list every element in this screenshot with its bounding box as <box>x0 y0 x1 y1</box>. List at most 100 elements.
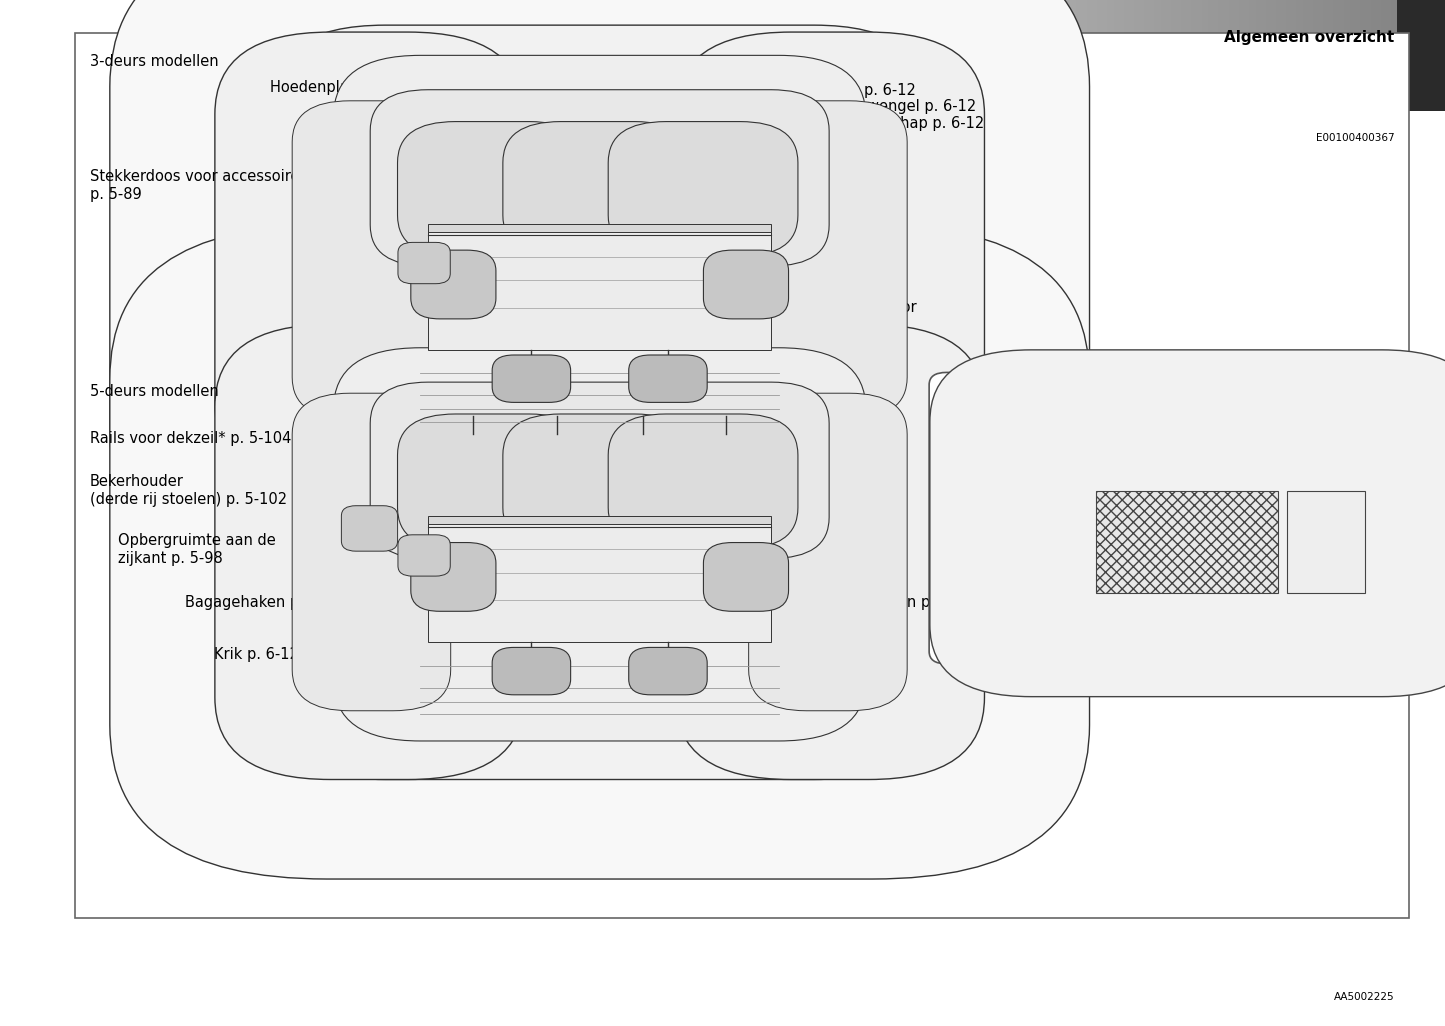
Bar <box>1405 0 1409 90</box>
FancyBboxPatch shape <box>341 506 397 551</box>
Bar <box>991 0 997 90</box>
Bar <box>941 0 946 90</box>
Bar <box>1347 0 1351 90</box>
Bar <box>448 0 452 90</box>
Bar <box>1195 0 1199 90</box>
Bar <box>779 0 783 90</box>
Bar <box>633 0 639 90</box>
FancyBboxPatch shape <box>749 101 907 419</box>
Bar <box>1238 0 1244 90</box>
FancyBboxPatch shape <box>370 382 829 558</box>
Bar <box>1319 0 1325 90</box>
Text: Hoedenplank* p. 5-104: Hoedenplank* p. 5-104 <box>270 80 441 94</box>
Text: Stekkerdoos voor accessoires: Stekkerdoos voor accessoires <box>90 169 306 184</box>
Bar <box>1309 0 1315 90</box>
FancyBboxPatch shape <box>704 250 789 319</box>
Bar <box>827 0 831 90</box>
Bar <box>857 0 861 90</box>
Bar <box>1293 0 1298 90</box>
Bar <box>529 0 533 90</box>
Bar <box>556 0 561 90</box>
Bar <box>650 0 655 90</box>
Bar <box>685 0 689 90</box>
Bar <box>600 0 604 90</box>
FancyBboxPatch shape <box>370 89 829 266</box>
Bar <box>1374 0 1379 90</box>
Bar <box>731 0 737 90</box>
Bar <box>1110 0 1116 90</box>
Bar <box>1269 0 1274 90</box>
Bar <box>474 0 480 90</box>
Text: AA5002225: AA5002225 <box>1334 992 1394 1002</box>
Bar <box>603 0 608 90</box>
FancyBboxPatch shape <box>75 33 1409 918</box>
Bar <box>907 0 912 90</box>
FancyBboxPatch shape <box>929 372 1412 664</box>
FancyBboxPatch shape <box>334 55 866 448</box>
Bar <box>428 516 772 527</box>
Bar <box>1107 0 1111 90</box>
Bar <box>559 0 564 90</box>
Text: Rails voor dekzeil* p. 5-104: Rails voor dekzeil* p. 5-104 <box>90 431 290 445</box>
Bar <box>1095 491 1277 593</box>
Bar <box>431 0 435 90</box>
Bar <box>985 0 990 90</box>
Bar <box>1130 0 1136 90</box>
Bar <box>1039 0 1045 90</box>
Bar <box>1155 0 1159 90</box>
Bar <box>663 0 669 90</box>
Bar <box>853 0 858 90</box>
Bar <box>428 232 772 350</box>
Bar <box>1407 0 1413 90</box>
FancyBboxPatch shape <box>110 225 1090 879</box>
Bar <box>1222 0 1227 90</box>
Bar <box>670 0 675 90</box>
Bar <box>1243 0 1247 90</box>
Bar <box>1228 0 1234 90</box>
Bar <box>1006 0 1010 90</box>
Bar <box>1337 0 1341 90</box>
Bar <box>746 0 750 90</box>
Bar <box>1120 0 1126 90</box>
Bar <box>874 0 879 90</box>
Bar <box>668 0 672 90</box>
Bar <box>736 0 740 90</box>
Bar <box>1215 0 1220 90</box>
Bar <box>1256 0 1260 90</box>
Bar <box>1246 0 1250 90</box>
Bar <box>673 0 679 90</box>
Bar <box>884 0 889 90</box>
FancyBboxPatch shape <box>675 32 984 487</box>
Bar <box>782 0 788 90</box>
Bar <box>1016 0 1020 90</box>
FancyBboxPatch shape <box>704 543 789 611</box>
Bar <box>1438 0 1444 90</box>
Bar <box>552 0 558 90</box>
Bar <box>935 0 939 90</box>
Bar <box>1150 0 1156 90</box>
Bar <box>928 0 932 90</box>
Bar <box>847 0 851 90</box>
Bar <box>454 0 460 90</box>
Bar <box>915 0 919 90</box>
Bar <box>1361 0 1366 90</box>
Bar <box>968 0 972 90</box>
FancyBboxPatch shape <box>292 101 451 419</box>
Bar <box>1306 0 1311 90</box>
Bar <box>961 0 967 90</box>
Bar <box>1029 0 1035 90</box>
Bar <box>860 0 866 90</box>
Bar <box>1422 0 1426 90</box>
Bar <box>1371 0 1376 90</box>
Bar <box>880 0 886 90</box>
Bar <box>1402 0 1406 90</box>
Bar <box>978 0 983 90</box>
FancyBboxPatch shape <box>397 122 587 256</box>
Bar <box>1157 0 1162 90</box>
Bar <box>1084 0 1088 90</box>
FancyBboxPatch shape <box>493 647 571 695</box>
Bar <box>1235 0 1240 90</box>
FancyBboxPatch shape <box>215 324 525 780</box>
Bar <box>1329 0 1335 90</box>
Bar <box>438 0 442 90</box>
